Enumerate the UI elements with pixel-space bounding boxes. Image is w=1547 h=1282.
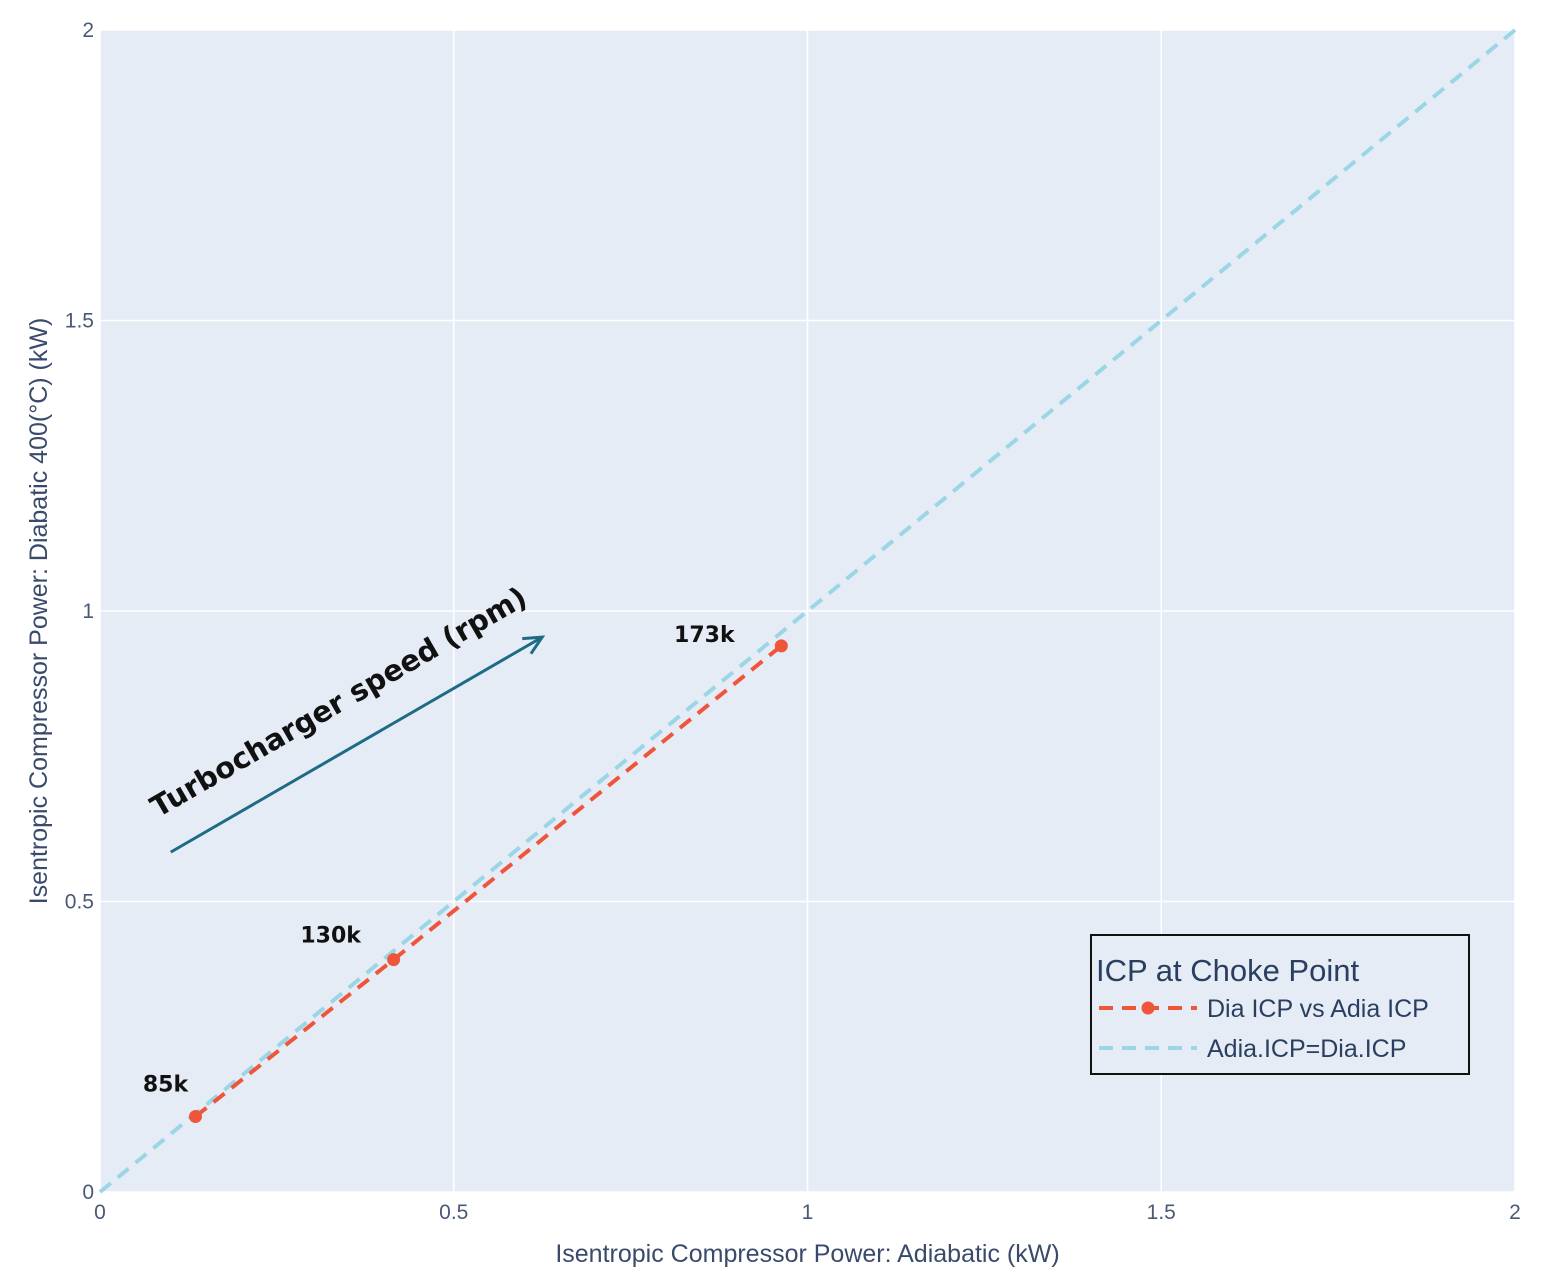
data-point [387, 953, 401, 967]
data-point [189, 1109, 203, 1123]
y-axis-title: Isentropic Compressor Power: Diabatic 40… [25, 318, 53, 905]
data-point [774, 639, 788, 653]
point-labels: 85k 130k 173k [143, 623, 736, 1098]
x-tick-label: 1.5 [1147, 1201, 1176, 1224]
legend-marker [1141, 1001, 1155, 1015]
legend-label: Dia ICP vs Adia ICP [1207, 995, 1429, 1023]
annotation-arrow-head [522, 635, 546, 655]
legend: ICP at Choke Point Dia ICP vs Adia ICP Ad… [1090, 934, 1470, 1075]
y-tick-label: 1 [82, 600, 94, 623]
legend-items: Dia ICP vs Adia ICP Adia.ICP=Dia.ICP [1099, 995, 1429, 1063]
point-label: 85k [143, 1072, 190, 1097]
legend-label: Adia.ICP=Dia.ICP [1207, 1035, 1406, 1063]
point-label: 130k [300, 924, 362, 949]
y-tick-label: 0.5 [65, 891, 94, 914]
legend-box [1090, 934, 1470, 1075]
y-tick-label: 1.5 [65, 310, 94, 333]
reference-line [98, 28, 1517, 1194]
y-tick-label: 0 [82, 1181, 94, 1204]
x-tick-label: 0 [94, 1201, 106, 1224]
y-tick-label: 2 [82, 19, 94, 42]
x-axis-title: Isentropic Compressor Power: Adiabatic (… [555, 1240, 1059, 1268]
legend-title: ICP at Choke Point [1096, 953, 1359, 988]
x-tick-label: 2 [1509, 1201, 1521, 1224]
x-tick-label: 0.5 [439, 1201, 468, 1224]
dia-vs-adia-line [194, 644, 783, 1119]
annotation-arrow-shaft [169, 635, 543, 854]
x-tick-label: 1 [802, 1201, 814, 1224]
point-label: 173k [674, 623, 736, 648]
grid-lines [99, 29, 1516, 1193]
x-tick-labels: 0 0.5 1 1.5 2 [94, 1201, 1521, 1224]
y-tick-labels: 0 0.5 1 1.5 2 [65, 19, 94, 1204]
series-layer [98, 28, 1517, 1194]
